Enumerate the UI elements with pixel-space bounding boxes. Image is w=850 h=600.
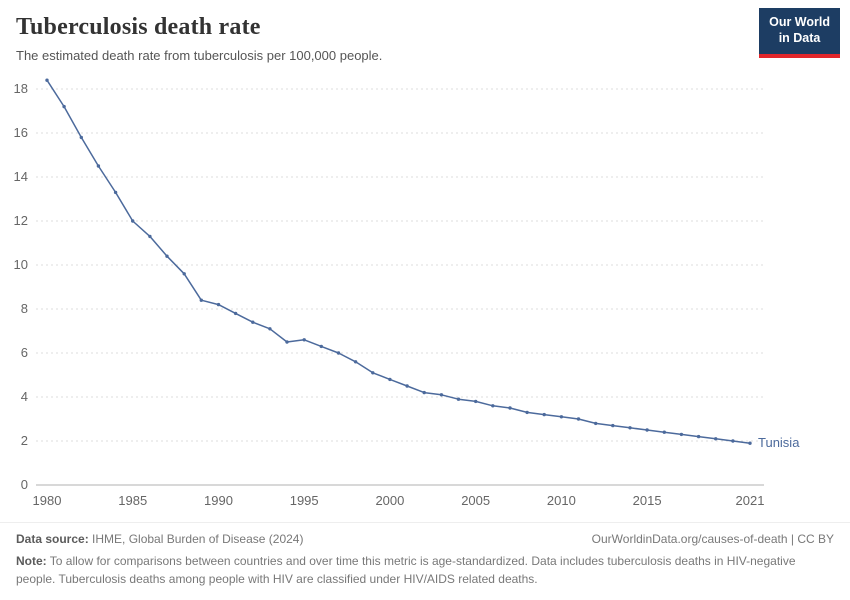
data-point [165, 254, 169, 258]
data-point [748, 441, 752, 445]
data-point [251, 320, 255, 324]
data-point [491, 404, 495, 408]
data-point [731, 439, 735, 443]
data-point [371, 371, 375, 375]
data-point [422, 390, 426, 395]
data-source-text: IHME, Global Burden of Disease (2024) [88, 532, 304, 546]
chart-area[interactable]: 0 2 4 6 8 10 12 14 16 18 1980 1985 1990 1995 2000 2005 2… [0, 67, 850, 512]
data-point [611, 423, 615, 428]
data-point [336, 351, 341, 355]
data-point [96, 164, 101, 168]
data-point [319, 344, 323, 349]
data-point [662, 430, 666, 434]
chart-header: Tuberculosis death rate The estimated de… [0, 0, 850, 63]
x-tick-label: 2005 [461, 493, 490, 508]
y-tick-label: 14 [14, 169, 28, 184]
x-tick-label: 2000 [375, 493, 404, 508]
data-point [79, 135, 84, 140]
data-point [559, 415, 564, 419]
y-tick-label: 0 [21, 477, 28, 492]
data-point [216, 302, 221, 307]
data-point [645, 428, 649, 432]
data-point [302, 338, 306, 342]
data-point [525, 410, 529, 415]
data-point [268, 327, 272, 331]
tunisia-line [46, 79, 751, 444]
owid-logo[interactable]: Our World in Data [759, 8, 840, 58]
data-point [199, 298, 203, 302]
data-point [439, 393, 444, 397]
data-source: Data source: IHME, Global Burden of Dise… [16, 532, 303, 546]
data-point [508, 406, 512, 410]
data-point [542, 412, 546, 417]
data-point [405, 384, 409, 388]
chart-note: Note: To allow for comparisons between c… [16, 552, 834, 588]
y-tick-label: 16 [14, 125, 28, 140]
data-point [696, 434, 701, 439]
data-point [113, 190, 118, 195]
y-tick-label: 6 [21, 345, 28, 360]
series-label-tunisia: Tunisia [758, 435, 800, 450]
data-point [628, 426, 632, 430]
owid-logo-line1: Our World [769, 15, 830, 29]
x-tick-label: 1990 [204, 493, 233, 508]
x-tick-label: 1980 [33, 493, 62, 508]
data-point [285, 340, 289, 344]
footer-source-row: Data source: IHME, Global Burden of Dise… [16, 532, 834, 546]
page-title: Tuberculosis death rate [16, 14, 261, 40]
data-point [62, 104, 66, 109]
owid-license-link[interactable]: OurWorldinData.org/causes-of-death | CC … [591, 532, 834, 546]
x-tick-label: 2015 [633, 493, 662, 508]
data-point [353, 360, 358, 364]
data-point [474, 399, 478, 404]
data-point [594, 421, 598, 426]
note-text: To allow for comparisons between countri… [16, 554, 796, 586]
data-point [388, 377, 392, 382]
note-label: Note: [16, 554, 47, 568]
chart-footer: Data source: IHME, Global Burden of Dise… [0, 522, 850, 600]
x-tick-label: 1985 [118, 493, 147, 508]
y-tick-label: 12 [14, 213, 28, 228]
data-point [45, 78, 49, 82]
chart-subtitle: The estimated death rate from tuberculos… [16, 48, 383, 63]
owid-logo-line2: in Data [778, 31, 821, 46]
data-point [456, 397, 461, 401]
data-point [148, 234, 152, 239]
y-tick-label: 8 [21, 301, 28, 316]
x-tick-label: 2010 [547, 493, 576, 508]
x-tick-label: 2021 [736, 493, 765, 508]
y-tick-label: 2 [21, 433, 28, 448]
data-point [679, 432, 684, 437]
line-chart-canvas[interactable]: 0 2 4 6 8 10 12 14 16 18 1980 1985 1990 1995 2000 2005 2… [0, 67, 850, 512]
data-point [131, 219, 135, 223]
x-tick-label: 1995 [290, 493, 319, 508]
y-tick-label: 18 [14, 81, 28, 96]
y-tick-label: 10 [14, 257, 28, 272]
data-point [233, 311, 238, 316]
data-point [714, 437, 718, 441]
data-point [576, 417, 581, 421]
y-tick-label: 4 [21, 389, 28, 404]
data-point [182, 272, 186, 276]
data-source-label: Data source: [16, 532, 89, 546]
